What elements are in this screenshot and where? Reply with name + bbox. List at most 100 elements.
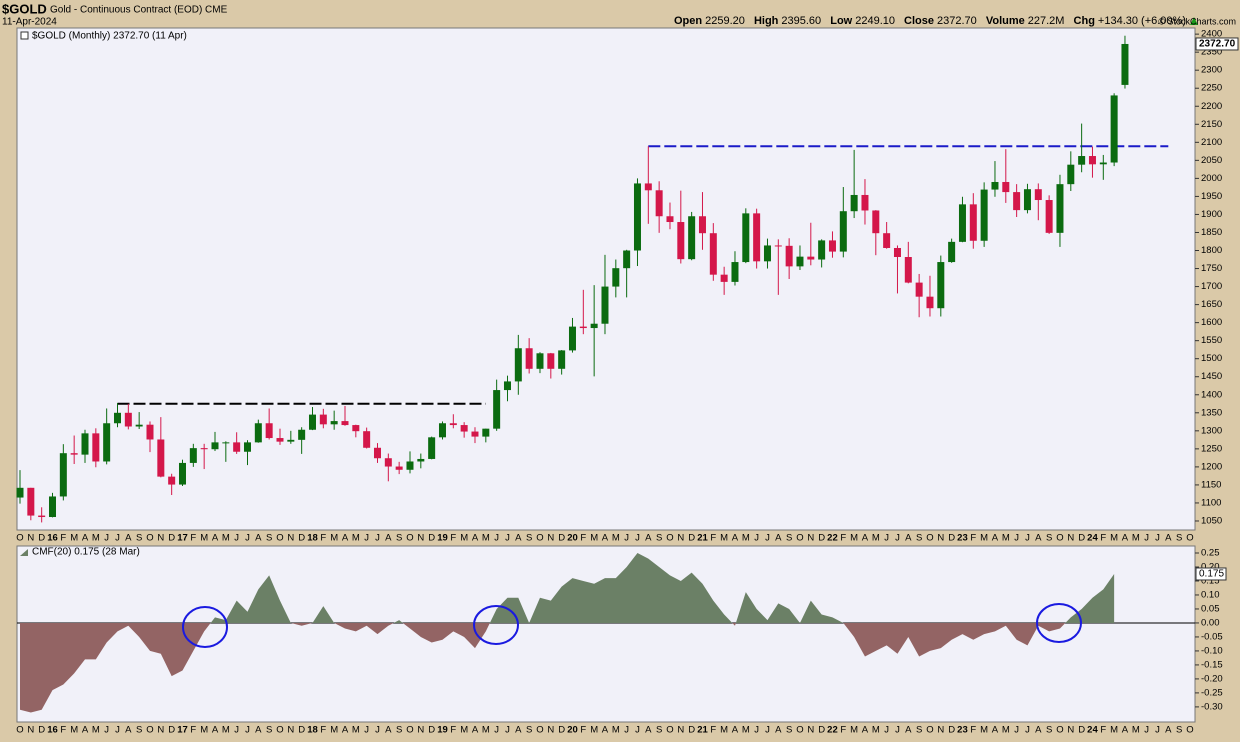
- x-tick-label: 24: [1087, 533, 1098, 544]
- x-tick-label: J: [1014, 533, 1019, 544]
- candle-body: [1013, 192, 1021, 211]
- candle-body: [742, 213, 750, 263]
- x-tick-label: M: [612, 725, 620, 736]
- x-tick-label: J: [494, 725, 499, 736]
- x-tick-label: M: [1002, 725, 1010, 736]
- candle-body: [536, 353, 544, 369]
- x-tick-label: F: [190, 533, 196, 544]
- candle-body: [319, 414, 327, 425]
- x-tick-label: M: [330, 533, 338, 544]
- x-tick-label: D: [428, 725, 435, 736]
- x-tick-label: N: [677, 725, 684, 736]
- x-tick-label: O: [1186, 725, 1193, 736]
- x-tick-label: A: [1035, 533, 1042, 544]
- x-tick-label: O: [406, 725, 413, 736]
- annotation-circle: [473, 605, 519, 645]
- y-tick-label: 0.20: [1201, 562, 1220, 573]
- candle-body: [287, 439, 295, 442]
- x-tick-label: J: [364, 725, 369, 736]
- x-tick-label: M: [590, 725, 598, 736]
- x-tick-label: J: [754, 725, 759, 736]
- candle-body: [514, 348, 522, 382]
- quote-value: 2259.20: [705, 15, 745, 27]
- x-tick-label: D: [818, 725, 825, 736]
- x-tick-label: M: [200, 533, 208, 544]
- x-tick-label: A: [255, 725, 262, 736]
- candle-body: [16, 487, 24, 498]
- y-tick-label: 1050: [1201, 515, 1222, 526]
- x-tick-label: J: [234, 533, 239, 544]
- candle-body: [243, 442, 251, 452]
- x-tick-label: D: [168, 725, 175, 736]
- x-tick-label: F: [450, 533, 456, 544]
- y-tick-label: 0.15: [1201, 575, 1220, 586]
- x-tick-label: O: [536, 533, 543, 544]
- value-tag-label: 0.175: [1199, 569, 1224, 580]
- x-tick-label: O: [926, 533, 933, 544]
- y-tick-label: -0.20: [1201, 673, 1223, 684]
- candle-body: [493, 390, 501, 429]
- y-tick-label: -0.25: [1201, 687, 1223, 698]
- x-tick-label: S: [1046, 725, 1052, 736]
- x-tick-label: J: [635, 725, 640, 736]
- cmf-panel: [16, 545, 1196, 723]
- quote-label: Chg: [1074, 15, 1095, 27]
- x-tick-label: 17: [177, 725, 188, 736]
- x-tick-label: O: [276, 725, 283, 736]
- date: 11-Apr-2024: [2, 17, 57, 28]
- candle-body: [1023, 189, 1031, 211]
- x-tick-label: A: [255, 533, 262, 544]
- x-tick-label: M: [482, 533, 490, 544]
- candle-body: [211, 442, 219, 450]
- y-tick-label: 1200: [1201, 461, 1222, 472]
- candle-body: [655, 190, 663, 217]
- candle-body: [81, 433, 89, 455]
- candle-body: [525, 348, 533, 369]
- x-tick-label: D: [558, 725, 565, 736]
- candle-body: [384, 458, 392, 467]
- x-tick-label: 22: [827, 533, 838, 544]
- annotation-circle: [1036, 603, 1082, 643]
- x-tick-label: S: [916, 533, 922, 544]
- x-tick-label: 24: [1087, 725, 1098, 736]
- x-tick-label: S: [266, 533, 272, 544]
- quote-value: +134.30 (+6.00%): [1098, 15, 1186, 27]
- x-tick-label: J: [895, 725, 900, 736]
- x-tick-label: J: [234, 725, 239, 736]
- x-tick-label: M: [70, 725, 78, 736]
- y-tick-label: 1950: [1201, 191, 1222, 202]
- x-tick-label: A: [1165, 725, 1172, 736]
- x-tick-label: D: [1078, 725, 1085, 736]
- x-tick-label: A: [905, 533, 912, 544]
- candle-body: [373, 447, 381, 459]
- x-tick-label: 16: [47, 533, 58, 544]
- quote-value: 227.2M: [1028, 15, 1065, 27]
- candle-body: [233, 442, 241, 452]
- candle-body: [904, 257, 912, 283]
- candle-body: [135, 424, 143, 427]
- x-tick-label: 19: [437, 533, 448, 544]
- x-tick-label: J: [895, 533, 900, 544]
- legend-icon: [20, 31, 29, 40]
- y-tick-label: 1100: [1201, 497, 1221, 508]
- annotation-circle: [182, 606, 228, 648]
- candle-body: [883, 233, 891, 248]
- x-tick-label: N: [287, 725, 294, 736]
- x-tick-label: J: [765, 725, 770, 736]
- x-tick-label: O: [1056, 725, 1063, 736]
- x-tick-label: N: [27, 725, 34, 736]
- x-tick-label: 20: [567, 533, 578, 544]
- x-tick-label: F: [1100, 533, 1106, 544]
- x-tick-label: N: [807, 725, 814, 736]
- x-tick-label: F: [190, 725, 196, 736]
- x-tick-label: S: [526, 725, 532, 736]
- x-tick-label: A: [472, 533, 479, 544]
- x-tick-label: M: [612, 533, 620, 544]
- candle-body: [1034, 189, 1042, 201]
- x-tick-label: D: [298, 725, 305, 736]
- change-arrow: [1190, 17, 1198, 25]
- y-tick-label: 2000: [1201, 173, 1222, 184]
- y-tick-label: 1350: [1201, 407, 1222, 418]
